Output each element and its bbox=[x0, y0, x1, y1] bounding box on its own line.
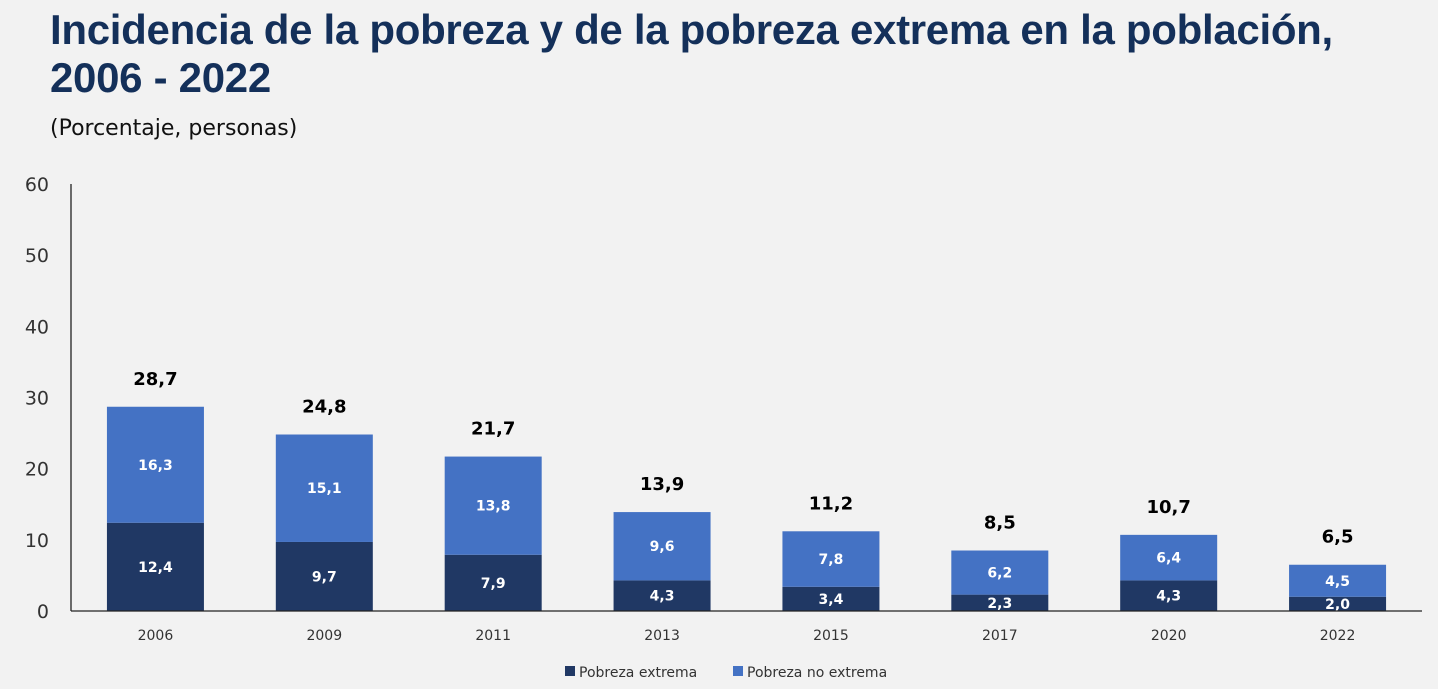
legend-label: Pobreza no extrema bbox=[747, 665, 887, 681]
segment-data-label: 12,4 bbox=[138, 560, 173, 576]
y-tick-label: 40 bbox=[25, 316, 49, 338]
chart-title: Incidencia de la pobreza y de la pobreza… bbox=[50, 6, 1333, 102]
x-tick-label: 2006 bbox=[138, 628, 174, 644]
bar-segment-extreme bbox=[444, 554, 542, 611]
title-line-2: 2006 - 2022 bbox=[50, 54, 271, 101]
x-tick-label: 2015 bbox=[813, 628, 849, 644]
bar-segment-extreme bbox=[782, 586, 880, 611]
y-tick-label: 10 bbox=[25, 530, 49, 552]
bar-segment-extreme bbox=[951, 594, 1049, 611]
bar-segment-non-extreme bbox=[1120, 534, 1218, 581]
legend-label: Pobreza extrema bbox=[579, 665, 697, 681]
segment-data-label: 7,9 bbox=[481, 576, 506, 592]
segment-data-label: 4,3 bbox=[1156, 589, 1181, 605]
segment-data-label: 13,8 bbox=[476, 499, 511, 515]
segment-data-label: 15,1 bbox=[307, 481, 342, 497]
bar-segment-non-extreme bbox=[106, 406, 204, 523]
segment-data-label: 2,0 bbox=[1325, 597, 1350, 613]
segment-data-label: 4,5 bbox=[1325, 574, 1350, 590]
bar-segment-non-extreme bbox=[275, 434, 373, 542]
segment-data-label: 4,3 bbox=[650, 589, 675, 605]
total-data-label: 24,8 bbox=[302, 397, 346, 418]
bar-segment-non-extreme bbox=[444, 456, 542, 555]
y-tick-label: 60 bbox=[25, 174, 49, 196]
total-data-label: 28,7 bbox=[133, 369, 177, 390]
bar-segment-non-extreme bbox=[782, 531, 880, 587]
segment-data-label: 6,2 bbox=[987, 566, 1012, 582]
segment-data-label: 3,4 bbox=[819, 592, 844, 608]
total-data-label: 21,7 bbox=[471, 419, 515, 440]
bar-segment-non-extreme bbox=[613, 512, 711, 581]
total-data-label: 10,7 bbox=[1146, 497, 1190, 518]
segment-data-label: 2,3 bbox=[987, 596, 1012, 612]
bar-segment-extreme bbox=[106, 522, 204, 611]
x-tick-label: 2022 bbox=[1320, 628, 1356, 644]
y-tick-label: 50 bbox=[25, 245, 49, 267]
total-data-label: 6,5 bbox=[1322, 527, 1354, 548]
y-tick-label: 30 bbox=[25, 388, 49, 410]
y-tick-label: 20 bbox=[25, 459, 49, 481]
x-tick-label: 2020 bbox=[1151, 628, 1187, 644]
x-tick-label: 2017 bbox=[982, 628, 1018, 644]
bar-segment-non-extreme bbox=[1289, 564, 1387, 597]
total-data-label: 8,5 bbox=[984, 513, 1016, 534]
bar-segment-extreme bbox=[275, 541, 373, 611]
bar-segment-extreme bbox=[613, 580, 711, 611]
bar-segment-non-extreme bbox=[951, 550, 1049, 595]
y-tick-label: 0 bbox=[37, 601, 49, 623]
x-tick-label: 2013 bbox=[644, 628, 680, 644]
legend-swatch bbox=[565, 666, 575, 676]
segment-data-label: 16,3 bbox=[138, 458, 173, 474]
segment-data-label: 7,8 bbox=[819, 552, 844, 568]
chart-subtitle: (Porcentaje, personas) bbox=[50, 116, 298, 141]
bar-segment-extreme bbox=[1289, 596, 1387, 611]
segment-data-label: 9,7 bbox=[312, 569, 337, 585]
total-data-label: 13,9 bbox=[640, 474, 684, 495]
segment-data-label: 6,4 bbox=[1156, 551, 1181, 567]
total-data-label: 11,2 bbox=[809, 493, 853, 514]
title-line-1: Incidencia de la pobreza y de la pobreza… bbox=[50, 6, 1333, 53]
bar-segment-extreme bbox=[1120, 580, 1218, 611]
segment-data-label: 9,6 bbox=[650, 539, 675, 555]
legend-swatch bbox=[733, 666, 743, 676]
x-tick-label: 2011 bbox=[475, 628, 511, 644]
x-tick-label: 2009 bbox=[306, 628, 342, 644]
